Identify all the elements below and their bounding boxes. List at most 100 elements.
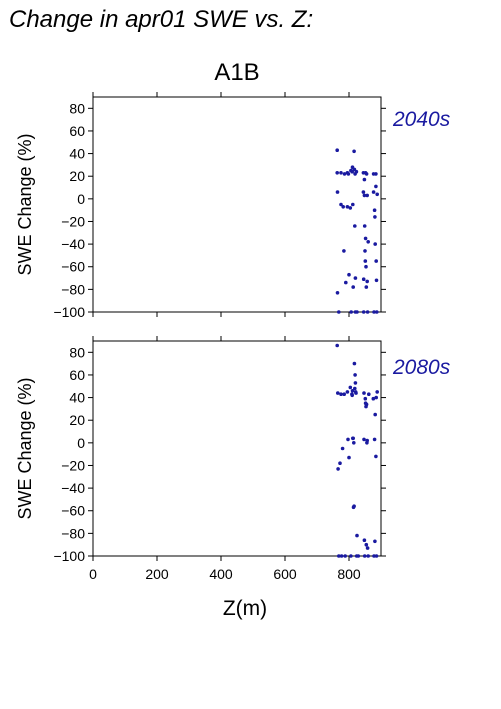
data-point — [351, 202, 355, 207]
data-point — [351, 285, 356, 289]
data-point — [362, 538, 367, 542]
data-point — [339, 554, 344, 558]
y-tick-label: 20 — [69, 168, 85, 184]
data-point — [363, 249, 367, 253]
data-point — [353, 373, 357, 377]
data-point — [341, 205, 346, 209]
y-tick-label: 80 — [69, 100, 85, 116]
data-point — [374, 172, 378, 176]
y-tick-label: 0 — [77, 191, 85, 207]
data-point — [345, 390, 350, 394]
data-point — [375, 310, 379, 314]
data-point — [361, 190, 366, 194]
data-point — [353, 276, 358, 280]
data-point — [362, 177, 367, 182]
y-tick-label: −20 — [61, 213, 85, 229]
data-point — [371, 396, 376, 401]
data-point — [349, 310, 354, 314]
data-point — [350, 169, 355, 174]
y-tick-label: 40 — [69, 146, 85, 162]
y-tick-label: −60 — [61, 259, 85, 275]
y-axis-label: SWE Change (%) — [15, 133, 35, 275]
data-point — [362, 193, 367, 198]
data-point — [363, 236, 368, 241]
y-axis-label: SWE Change (%) — [15, 377, 35, 519]
period-label: 2080s — [392, 356, 451, 379]
data-point — [363, 259, 368, 263]
data-point — [336, 467, 340, 471]
data-point — [362, 391, 366, 395]
data-point — [374, 554, 379, 558]
data-point — [364, 264, 368, 269]
data-point — [365, 310, 370, 314]
data-point — [372, 437, 377, 442]
data-point — [335, 343, 340, 348]
data-point — [373, 215, 377, 219]
data-point — [372, 208, 377, 212]
data-point — [365, 193, 370, 198]
data-point — [335, 148, 340, 152]
y-tick-label: −80 — [61, 525, 85, 541]
data-point — [363, 396, 368, 401]
plot-frame — [92, 340, 382, 557]
data-point — [335, 291, 340, 295]
data-point — [356, 554, 361, 558]
data-point — [339, 202, 343, 207]
figure-heading: Change in apr01 SWE vs. Z: — [9, 6, 313, 33]
data-point — [364, 402, 369, 407]
data-point — [355, 310, 359, 314]
y-tick-label: 80 — [69, 344, 85, 360]
data-point — [373, 242, 378, 246]
x-axis-label: Z(m) — [223, 597, 267, 620]
y-tick-label: −100 — [53, 548, 85, 564]
data-point — [361, 277, 366, 282]
data-point — [337, 310, 341, 314]
y-tick-label: −100 — [53, 304, 85, 320]
data-point — [336, 391, 340, 395]
data-point — [348, 385, 353, 390]
data-point — [335, 190, 340, 194]
y-tick-label: 0 — [77, 435, 85, 451]
data-point — [354, 391, 358, 395]
data-point — [365, 279, 370, 284]
data-point — [352, 504, 356, 509]
scenario-title: A1B — [214, 59, 259, 86]
data-point — [373, 539, 377, 544]
data-point — [335, 171, 340, 175]
data-point — [372, 310, 376, 314]
data-point — [374, 259, 379, 263]
data-point — [342, 392, 347, 397]
y-tick-label: −40 — [61, 480, 85, 496]
data-point — [353, 386, 357, 391]
data-point — [366, 240, 371, 244]
data-point — [375, 192, 380, 197]
data-point — [365, 546, 370, 550]
data-point — [339, 171, 343, 175]
data-point — [367, 392, 371, 397]
data-point — [342, 249, 346, 253]
data-point — [339, 392, 343, 397]
data-point — [353, 381, 358, 385]
data-point — [362, 437, 366, 442]
data-point — [371, 190, 376, 194]
data-point — [353, 224, 357, 228]
data-point — [344, 280, 348, 285]
data-point — [355, 533, 359, 538]
x-tick-label: 200 — [145, 566, 169, 582]
y-tick-label: 20 — [69, 412, 85, 428]
data-point — [354, 169, 359, 174]
data-point — [350, 393, 355, 398]
y-tick-label: 60 — [69, 123, 85, 139]
y-tick-label: 40 — [69, 390, 85, 406]
data-point — [361, 310, 366, 314]
x-tick-label: 0 — [89, 566, 97, 582]
plot-frame — [92, 96, 382, 313]
data-point — [364, 542, 369, 547]
data-point — [375, 390, 380, 394]
data-point — [364, 172, 369, 176]
data-point — [345, 205, 350, 209]
period-label: 2040s — [392, 108, 451, 131]
data-point — [352, 149, 356, 154]
